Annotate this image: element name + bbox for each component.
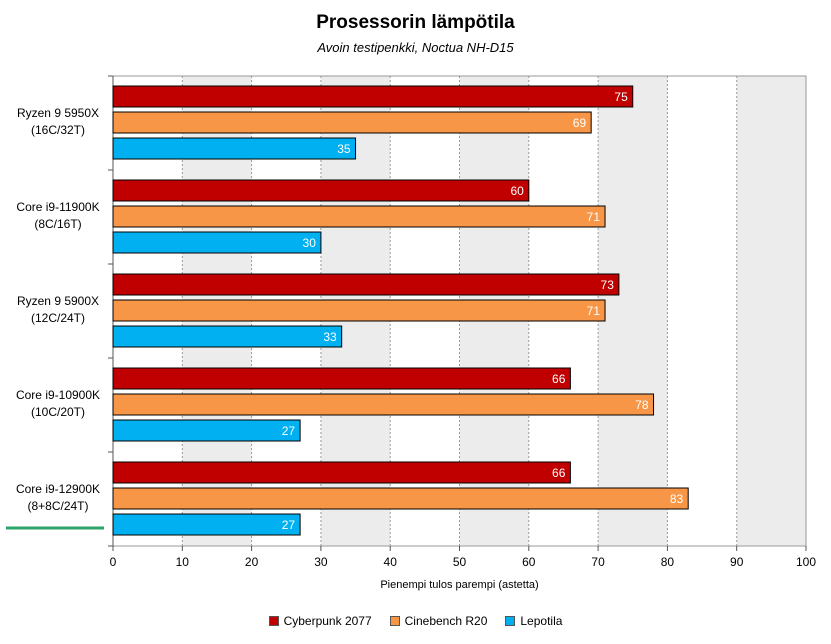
bar (112, 205, 606, 228)
data-label: 33 (323, 330, 337, 344)
x-tick-label: 0 (110, 555, 117, 569)
category-label: (16C/32T) (31, 123, 85, 137)
x-tick-label: 60 (522, 555, 536, 569)
bar (112, 461, 571, 484)
category-label: Ryzen 9 5950X (17, 106, 99, 120)
x-axis-title: Pienempi tulos parempi (astetta) (380, 579, 538, 591)
data-label: 27 (282, 424, 296, 438)
x-tick-label: 90 (730, 555, 744, 569)
data-label: 27 (282, 518, 296, 532)
bar (112, 111, 592, 134)
category-label: (8+8C/24T) (27, 499, 88, 513)
legend: Cyberpunk 2077 Cinebench R20 Lepotila (0, 614, 831, 628)
category-label: Ryzen 9 5900X (17, 294, 99, 308)
x-tick-label: 30 (314, 555, 328, 569)
legend-label-lepotila: Lepotila (520, 614, 563, 628)
legend-label-cinebench: Cinebench R20 (404, 614, 488, 628)
bar (112, 513, 301, 536)
category-label: (8C/16T) (34, 217, 81, 231)
data-label: 71 (587, 210, 601, 224)
x-tick-label: 10 (176, 555, 190, 569)
x-tick-label: 50 (453, 555, 467, 569)
bar (112, 325, 343, 348)
bar (112, 299, 606, 322)
x-tick-label: 40 (384, 555, 398, 569)
legend-swatch-cinebench (389, 616, 400, 626)
data-label: 35 (337, 142, 351, 156)
legend-label-cyberpunk: Cyberpunk 2077 (283, 614, 372, 628)
data-label: 73 (601, 278, 615, 292)
bar (112, 231, 322, 254)
data-label: 75 (614, 90, 628, 104)
data-label: 30 (303, 236, 317, 250)
category-label: Core i9-10900K (16, 388, 100, 402)
category-label: Core i9-11900K (16, 200, 99, 214)
plot-band (736, 76, 806, 546)
bar (112, 137, 357, 160)
legend-swatch-cyberpunk (268, 616, 279, 626)
x-tick-label: 100 (796, 555, 816, 569)
bar (112, 419, 301, 442)
chart-title: Prosessorin lämpötila (316, 12, 515, 33)
data-label: 78 (635, 398, 649, 412)
x-tick-label: 70 (591, 555, 605, 569)
legend-swatch-lepotila (505, 616, 516, 626)
legend-item-lepotila: Lepotila (505, 614, 562, 628)
legend-item-cyberpunk: Cyberpunk 2077 (268, 614, 372, 628)
data-label: 69 (573, 116, 587, 130)
data-label: 66 (552, 372, 566, 386)
category-label: (12C/24T) (31, 311, 85, 325)
x-tick-label: 80 (661, 555, 675, 569)
data-label: 60 (510, 184, 524, 198)
bar (112, 273, 620, 296)
x-tick-label: 20 (245, 555, 259, 569)
data-label: 71 (587, 304, 601, 318)
data-label: 66 (552, 466, 566, 480)
legend-item-cinebench: Cinebench R20 (389, 614, 488, 628)
data-label: 83 (670, 492, 684, 506)
chart-subtitle: Avoin testipenkki, Noctua NH-D15 (317, 40, 514, 55)
bar (112, 179, 530, 202)
bar (112, 487, 689, 510)
category-label: (10C/20T) (31, 405, 85, 419)
bar (112, 393, 655, 416)
category-label: Core i9-12900K (16, 482, 100, 496)
plot-band (598, 76, 668, 546)
bar (112, 85, 634, 108)
bar (112, 367, 571, 390)
